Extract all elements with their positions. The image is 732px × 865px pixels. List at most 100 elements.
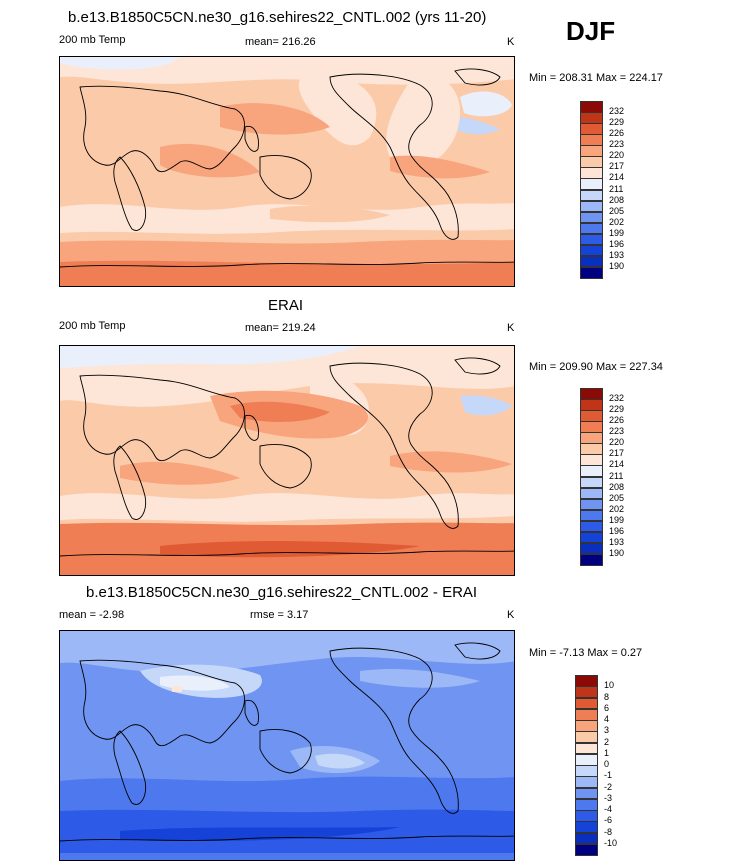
colorbar-tick-label: 223 — [609, 139, 625, 150]
colorbar-tick-label: 214 — [609, 172, 625, 183]
colorbar-swatch — [580, 542, 603, 555]
colorbar-tick-label: 205 — [609, 492, 625, 503]
panel-2-title: ERAI — [268, 297, 304, 314]
colorbar-tick-label: 220 — [609, 437, 625, 448]
colorbar-tick-label: -8 — [604, 826, 613, 837]
colorbar-tick-label: 229 — [609, 117, 625, 128]
colorbar-tick-label: 208 — [609, 481, 625, 492]
colorbar-tick-label: -2 — [604, 781, 613, 792]
colorbar-tick-label: 211 — [609, 470, 624, 481]
colorbar-tick-label: 193 — [609, 249, 625, 260]
colorbar-swatch — [580, 123, 603, 135]
panel-1-minmax: Min = 208.31 Max = 224.17 — [529, 72, 663, 84]
colorbar-swatch — [575, 753, 598, 766]
panel-3-title: b.e13.B1850C5CN.ne30_g16.sehires22_CNTL.… — [86, 584, 478, 601]
colorbar-swatch — [575, 697, 598, 710]
colorbar-swatch — [575, 742, 598, 755]
colorbar-swatch — [575, 731, 598, 743]
colorbar-tick-label: 208 — [609, 194, 625, 205]
colorbar-tick-label: 214 — [609, 459, 625, 470]
colorbar-swatch — [575, 765, 598, 777]
panel-1-colorbar: 232 229 226 223 220 217 214 211 208 205 202 199 196 1… — [580, 101, 640, 279]
colorbar-tick-label: 190 — [609, 547, 625, 558]
colorbar-swatch — [575, 776, 598, 788]
colorbar-swatch — [580, 222, 603, 235]
panel-1-title: b.e13.B1850C5CN.ne30_g16.sehires22_CNTL.… — [68, 9, 487, 26]
colorbar-tick-label: 211 — [609, 183, 624, 194]
colorbar-tick-label: -6 — [604, 815, 613, 826]
season-label: DJF — [566, 16, 616, 46]
colorbar-swatch — [580, 476, 603, 489]
colorbar-tick-label: 199 — [609, 514, 625, 525]
colorbar-swatch — [580, 388, 603, 400]
colorbar-tick-label: 6 — [604, 702, 610, 713]
colorbar-tick-label: -1 — [604, 770, 613, 781]
colorbar-swatch — [575, 720, 598, 732]
panel-1-center-label: mean= 216.26 — [245, 36, 316, 48]
panel-2-minmax: Min = 209.90 Max = 227.34 — [529, 361, 663, 373]
panel-3-minmax: Min = -7.13 Max = 0.27 — [529, 647, 643, 659]
colorbar-swatch — [580, 233, 603, 246]
panel-2-center-label: mean= 219.24 — [245, 322, 316, 334]
panel-2-colorbar: 232 229 226 223 220 217 214 211 208 205 202 199 196 1… — [580, 388, 640, 566]
colorbar-tick-label: -10 — [604, 837, 618, 848]
colorbar-tick-label: 3 — [604, 725, 610, 736]
panel-2-map — [59, 345, 515, 576]
colorbar-tick-label: 229 — [609, 404, 625, 415]
colorbar-swatch — [580, 410, 603, 422]
colorbar-swatch — [580, 443, 603, 455]
panel-3-colorbar: 10 8 6 4 3 2 1 0 -1 -2 -3 -4 -6 -8 -10 — [575, 675, 635, 856]
colorbar-tick-label: 196 — [609, 238, 625, 249]
colorbar-tick-label: 205 — [609, 205, 625, 216]
colorbar-swatch — [580, 211, 603, 224]
colorbar-tick-label: 232 — [609, 106, 625, 117]
colorbar-swatch — [580, 200, 603, 213]
colorbar-swatch — [580, 454, 603, 466]
colorbar-tick-label: 196 — [609, 525, 625, 536]
colorbar-tick-label: -4 — [604, 804, 613, 814]
panel-3-left-label: mean = -2.98 — [59, 609, 125, 621]
colorbar-swatch — [580, 498, 603, 511]
colorbar-swatch — [580, 531, 603, 544]
panel-1-left-label: 200 mb Temp — [59, 34, 126, 46]
colorbar-tick-label: 223 — [609, 426, 625, 437]
colorbar-swatch — [580, 244, 603, 257]
colorbar-swatch — [580, 167, 603, 179]
colorbar-swatch — [575, 843, 598, 856]
colorbar-swatch — [575, 708, 598, 721]
colorbar-swatch — [580, 399, 603, 411]
colorbar-tick-label: 232 — [609, 393, 625, 404]
colorbar-tick-label: 2 — [604, 736, 610, 747]
colorbar-swatch — [575, 821, 598, 833]
colorbar-swatch — [575, 686, 598, 698]
colorbar-swatch — [580, 112, 603, 124]
colorbar-swatch — [580, 255, 603, 268]
panel-1-map — [59, 56, 515, 287]
colorbar-swatch — [580, 509, 603, 522]
panel-1-units: K — [507, 36, 515, 48]
colorbar-tick-label: 0 — [604, 759, 610, 769]
colorbar-swatch — [580, 189, 603, 202]
colorbar-swatch — [575, 810, 598, 822]
colorbar-swatch — [580, 156, 603, 168]
panel-3-center-label: rmse = 3.17 — [250, 609, 309, 621]
colorbar-swatch — [580, 421, 603, 433]
colorbar-tick-label: 193 — [609, 536, 625, 547]
colorbar-swatch — [580, 553, 603, 566]
panel-3-map — [59, 630, 515, 861]
panel-2-left-label: 200 mb Temp — [59, 320, 126, 332]
panel-2-units: K — [507, 322, 515, 334]
colorbar-tick-label: 199 — [609, 227, 625, 238]
colorbar-swatch — [580, 266, 603, 279]
colorbar-swatch — [580, 520, 603, 533]
colorbar-tick-label: 220 — [609, 150, 625, 161]
colorbar-tick-label: 202 — [609, 216, 625, 227]
colorbar-swatch — [575, 787, 598, 800]
colorbar-tick-label: 4 — [604, 714, 610, 724]
colorbar-tick-label: -3 — [604, 792, 613, 803]
colorbar-swatch — [580, 465, 603, 477]
colorbar-tick-label: 10 — [604, 680, 615, 691]
panel-3-units: K — [507, 609, 515, 621]
colorbar-swatch — [580, 178, 603, 190]
colorbar-swatch — [575, 832, 598, 845]
